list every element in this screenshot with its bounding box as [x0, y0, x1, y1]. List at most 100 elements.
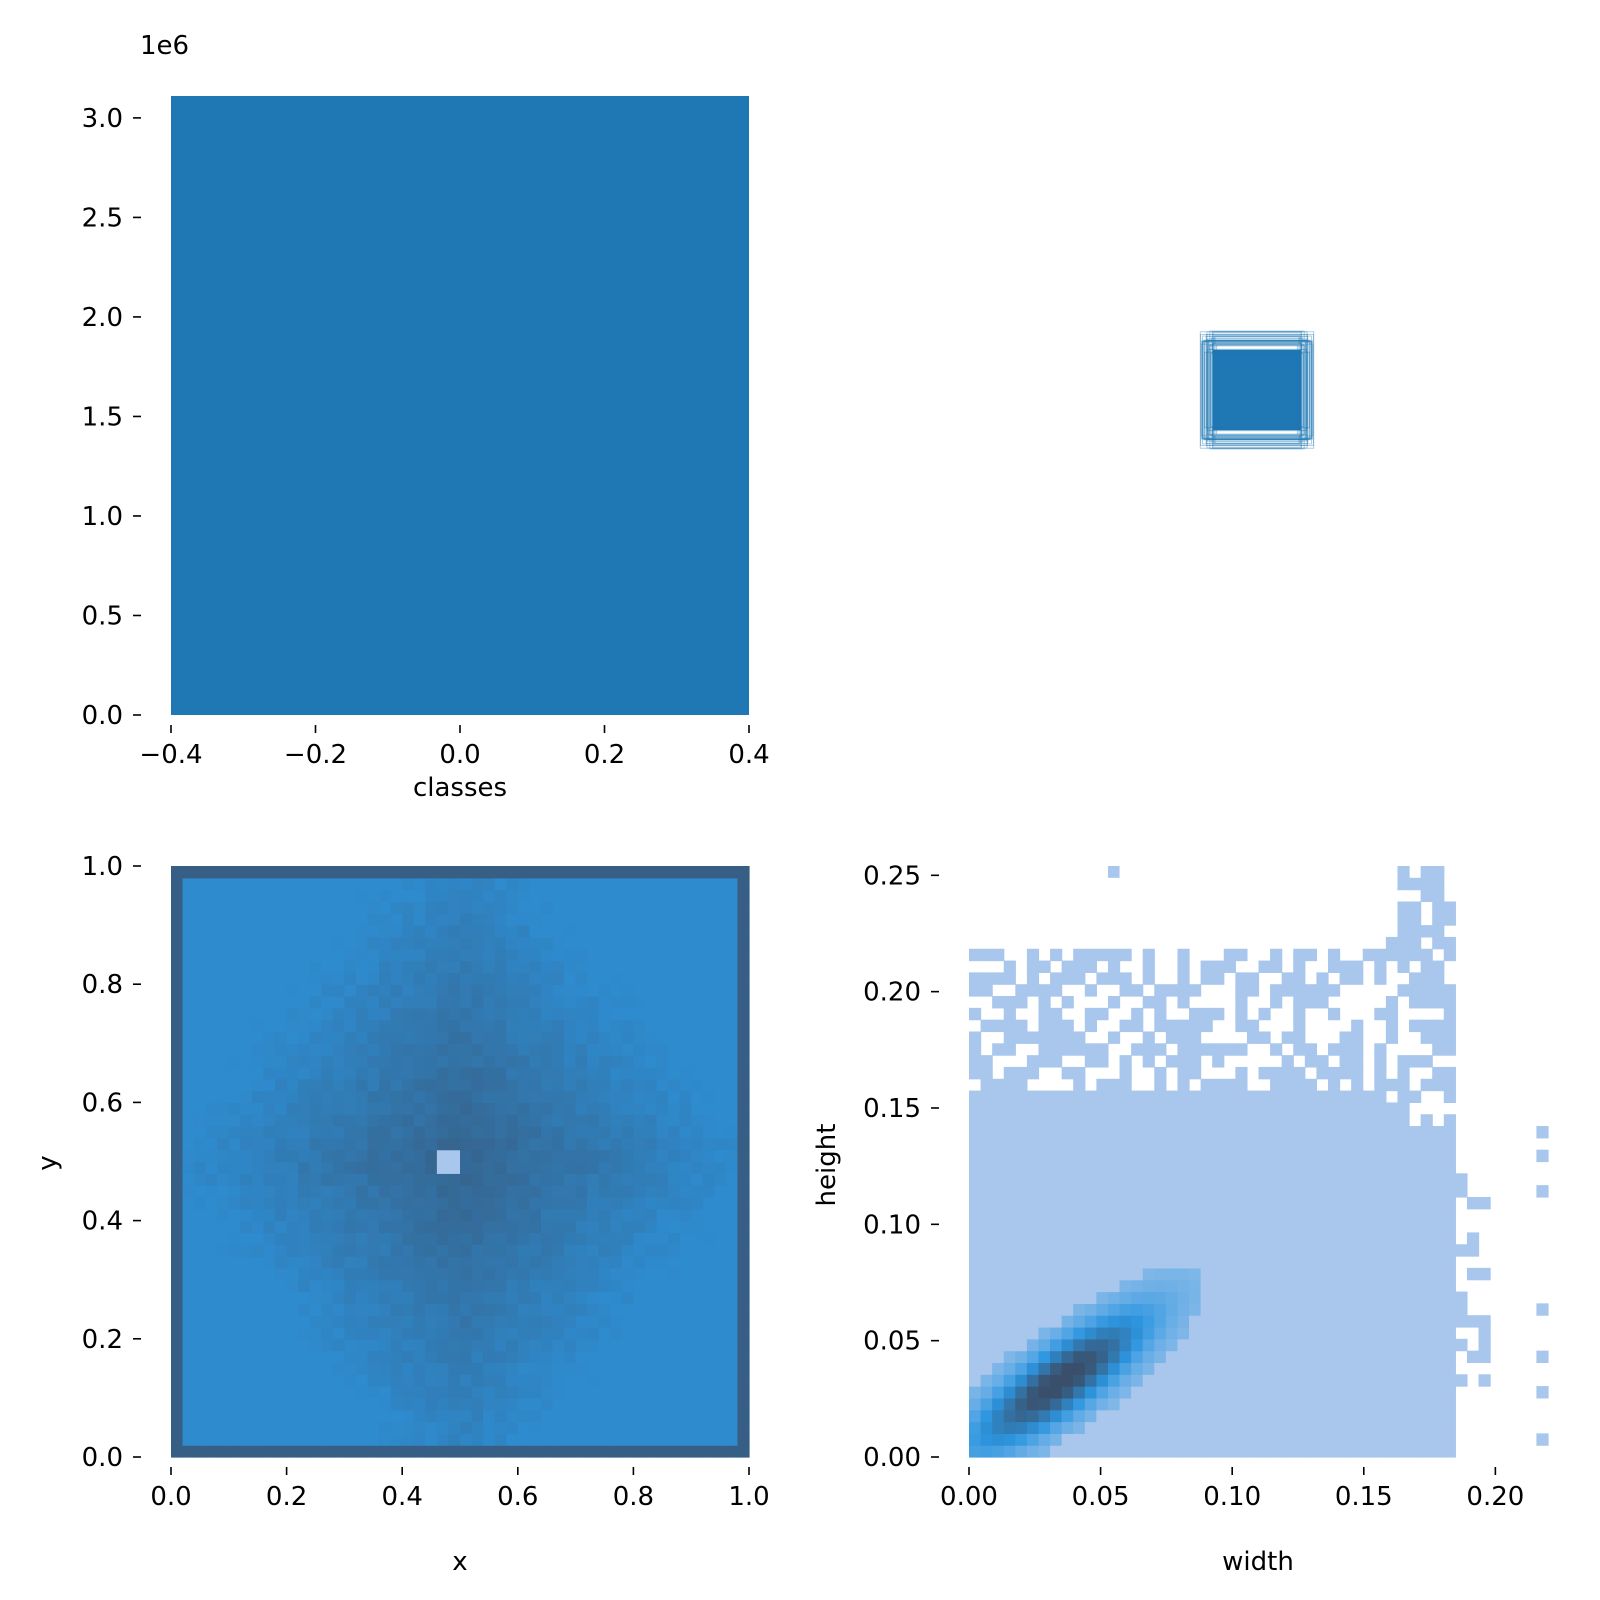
xy-cell: [471, 960, 484, 973]
wh-cell: [1293, 1232, 1306, 1245]
xy-cell: [506, 1208, 519, 1222]
xy-cell: [633, 1137, 646, 1151]
y-tick-label: 0.10: [863, 1210, 921, 1240]
label-box: [1203, 339, 1311, 441]
wh-cell: [1455, 1374, 1468, 1387]
wh-cell: [992, 1256, 1005, 1269]
wh-cell: [1015, 1232, 1028, 1245]
wh-cell: [1107, 948, 1121, 962]
xy-cell: [702, 1386, 715, 1399]
wh-cell: [1165, 1433, 1179, 1446]
label-box: [1213, 335, 1301, 445]
wh-cell: [1339, 1066, 1352, 1080]
xy-cell: [460, 1137, 473, 1151]
wh-cell: [1304, 1433, 1317, 1446]
xy-cell: [367, 1397, 380, 1411]
xy-cell: [298, 1303, 311, 1316]
xy-cell: [321, 1291, 334, 1304]
xy-cell: [448, 1220, 461, 1234]
xy-cell: [355, 889, 369, 903]
wh-cell: [1385, 1267, 1399, 1281]
xy-cell: [725, 1267, 739, 1281]
xy-cell: [448, 1279, 461, 1293]
xy-cell: [598, 1185, 611, 1198]
wh-cell: [1478, 1315, 1491, 1328]
xy-cell: [355, 1078, 369, 1092]
xy-cell: [529, 1433, 542, 1446]
wh-cell: [1351, 1326, 1364, 1340]
xy-cell: [598, 936, 611, 950]
xy-cell: [587, 1173, 600, 1186]
xy-cell: [379, 1315, 392, 1328]
xy-cell: [332, 1397, 345, 1411]
xy-cell: [390, 1173, 403, 1186]
xy-cell: [251, 925, 265, 938]
xy-cell: [610, 1208, 623, 1222]
xy-cell: [436, 1173, 450, 1186]
xy-cell: [598, 960, 611, 973]
xy-cell: [436, 913, 450, 926]
wh-cell: [1304, 1421, 1317, 1434]
wh-cell: [1200, 1173, 1213, 1186]
wh-cell: [1362, 1102, 1375, 1115]
xy-cell: [413, 972, 426, 985]
xy-cell: [240, 1350, 253, 1364]
wh-cell: [1038, 1421, 1051, 1434]
wh-cell: [1304, 1114, 1317, 1127]
xy-cell: [691, 1185, 704, 1198]
wh-cell: [1084, 1409, 1097, 1423]
xy-cell: [425, 1102, 438, 1115]
wh-cell: [992, 1326, 1005, 1340]
xy-cell: [587, 1279, 600, 1293]
xy-cell: [240, 1185, 253, 1198]
xy-cell: [564, 1409, 577, 1423]
xy-cell: [668, 1019, 681, 1033]
wh-cell: [1281, 1267, 1294, 1281]
xy-cell: [725, 1397, 739, 1411]
xy-cell: [436, 1445, 450, 1458]
xy-cell: [298, 996, 311, 1009]
xy-cell: [367, 1196, 380, 1210]
xy-cell: [286, 936, 299, 950]
wh-cell: [1235, 1173, 1248, 1186]
xy-cell: [194, 1185, 207, 1198]
xy-cell: [691, 925, 704, 938]
xy-cell: [344, 1066, 357, 1080]
wh-cell: [1084, 1161, 1097, 1174]
xy-cell: [171, 1291, 184, 1304]
wh-cell: [1200, 1232, 1213, 1245]
xy-cell: [275, 1303, 288, 1316]
xy-cell: [552, 1421, 565, 1434]
wh-cell: [1119, 1078, 1132, 1092]
xy-cell: [402, 1090, 415, 1103]
wh-cell: [1246, 1338, 1260, 1352]
xy-cell: [737, 1090, 750, 1103]
xy-cell: [679, 889, 692, 903]
wh-cell: [1119, 972, 1132, 985]
xy-cell: [575, 1090, 588, 1103]
wh-cell: [1200, 1256, 1213, 1269]
xy-cell: [540, 1303, 554, 1316]
xy-cell: [506, 1126, 519, 1139]
xy-cell: [344, 960, 357, 973]
label-box: [1201, 340, 1313, 440]
wh-cell: [1293, 1102, 1306, 1115]
wh-cell: [1339, 1267, 1352, 1281]
xy-cell: [587, 925, 600, 938]
xy-cell: [668, 1043, 681, 1056]
wh-cell: [1212, 1126, 1225, 1139]
xy-cell: [228, 1256, 241, 1269]
xy-cell: [205, 984, 218, 997]
wh-cell: [1327, 1397, 1341, 1411]
wh-cell: [1154, 1232, 1167, 1245]
wh-cell: [1189, 1196, 1202, 1210]
xy-cell: [517, 936, 530, 950]
wh-cell: [1200, 1397, 1213, 1411]
xy-cell: [517, 1421, 530, 1434]
xy-cell: [286, 1137, 299, 1151]
xy-cell: [679, 1362, 692, 1375]
xy-cell: [644, 1433, 658, 1446]
xy-cell: [275, 925, 288, 938]
wh-cell: [1351, 1043, 1364, 1056]
xy-cell: [668, 936, 681, 950]
